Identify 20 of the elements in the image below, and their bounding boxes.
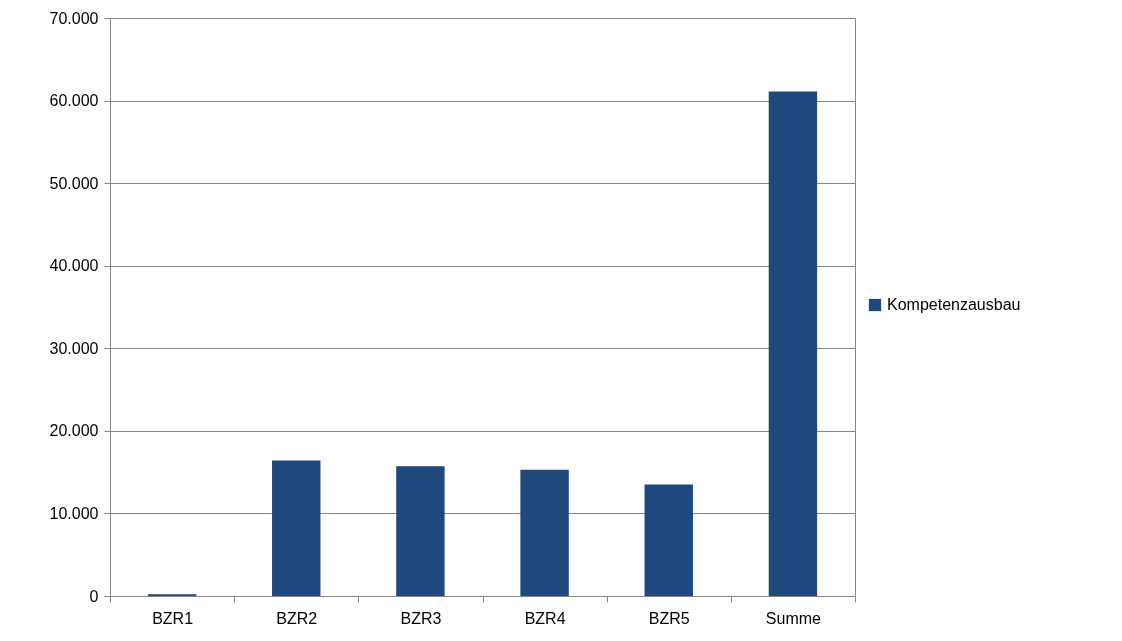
bar [272,460,321,596]
bar [520,469,569,596]
x-tick-label: BZR2 [276,609,318,627]
x-tick-label: BZR4 [524,609,566,627]
y-tick-label: 40.000 [49,257,99,275]
y-tick-label: 30.000 [49,339,99,357]
y-tick-label: 10.000 [49,504,99,522]
legend-label: Kompetenzausbau [887,296,1021,313]
x-tick-label: BZR1 [152,609,194,627]
x-tick-label: Summe [765,609,822,627]
bar [768,91,818,596]
bar [644,484,693,596]
x-tick-label: BZR3 [400,609,442,627]
y-tick-label: 60.000 [49,92,99,110]
y-tick-label: 50.000 [49,174,99,192]
y-tick-label: 20.000 [49,422,99,440]
y-tick-label: 70.000 [49,9,99,27]
bar [396,466,445,596]
x-tick-label: BZR5 [648,609,690,627]
y-tick-label: 0 [89,587,99,605]
